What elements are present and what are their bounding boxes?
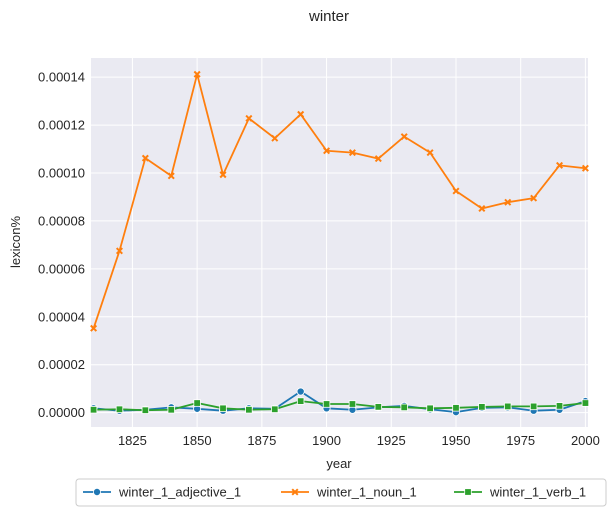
data-point: [271, 134, 279, 142]
legend-entry: winter_1_adjective_1: [83, 485, 241, 500]
data-point: [193, 70, 201, 78]
y-axis-ticks: 0.00000 0.00002 0.00004 0.00006 0.00008 0.000…: [38, 70, 85, 420]
data-point: [581, 164, 589, 172]
data-point: [93, 487, 102, 496]
data-point: [452, 187, 460, 195]
data-point: [245, 406, 253, 414]
data-point: [529, 402, 538, 411]
x-tick-label: 1825: [118, 433, 147, 448]
x-tick-label: 1900: [312, 433, 341, 448]
series-winter_1_verb_1: [89, 397, 590, 414]
data-point: [296, 397, 305, 405]
data-point: [115, 405, 124, 413]
y-tick-label: 0.00000: [38, 405, 85, 420]
series-layer: [89, 70, 590, 417]
x-tick-label: 1875: [247, 433, 276, 448]
y-tick-label: 0.00004: [38, 309, 85, 324]
data-point: [141, 154, 149, 162]
data-point: [297, 110, 305, 118]
data-point: [322, 400, 331, 408]
x-axis-ticks: 1825 1850 1875 1900 1925 1950 1975 2000: [118, 433, 600, 448]
legend-label: winter_1_verb_1: [489, 485, 586, 500]
legend-entry: winter_1_noun_1: [281, 485, 417, 500]
data-point: [581, 399, 590, 407]
data-point: [555, 402, 564, 410]
y-tick-label: 0.00002: [38, 357, 85, 372]
data-point: [504, 198, 512, 206]
data-point: [400, 403, 408, 412]
legend: winter_1_adjective_1 winter_1_noun_1 winte…: [75, 478, 607, 507]
data-point: [291, 488, 299, 496]
x-tick-label: 2000: [571, 433, 600, 448]
data-point: [115, 247, 123, 255]
y-tick-label: 0.00012: [38, 118, 85, 133]
data-point: [89, 406, 98, 414]
data-point: [426, 149, 434, 157]
data-point: [530, 194, 538, 202]
y-tick-label: 0.00006: [38, 261, 85, 276]
y-tick-label: 0.00008: [38, 213, 85, 228]
data-point: [271, 405, 279, 413]
legend-entry: winter_1_verb_1: [454, 485, 586, 500]
data-point: [478, 403, 486, 411]
legend-box: [75, 478, 607, 507]
data-point: [556, 161, 564, 169]
data-point: [167, 406, 175, 414]
data-point: [374, 403, 383, 411]
data-point: [141, 406, 150, 414]
data-point: [323, 147, 331, 155]
data-point: [400, 133, 408, 141]
data-point: [90, 324, 98, 332]
data-point: [219, 171, 227, 179]
data-point: [167, 172, 175, 180]
data-point: [426, 404, 434, 413]
legend-label: winter_1_noun_1: [316, 485, 417, 500]
x-tick-label: 1950: [442, 433, 471, 448]
series-line: [92, 73, 586, 329]
chart-title: winter: [308, 8, 349, 25]
data-point: [296, 387, 305, 396]
legend-label: winter_1_adjective_1: [118, 485, 241, 500]
x-tick-label: 1975: [506, 433, 535, 448]
data-point: [193, 399, 201, 407]
data-point: [452, 404, 460, 412]
x-tick-label: 1925: [377, 433, 406, 448]
x-tick-label: 1850: [183, 433, 212, 448]
y-axis-label: lexicon%: [8, 216, 23, 268]
gridlines: [91, 58, 588, 427]
data-point: [348, 149, 356, 157]
x-axis-label: year: [326, 456, 352, 471]
data-point: [374, 155, 382, 163]
data-point: [478, 204, 486, 212]
series-winter_1_noun_1: [90, 70, 589, 332]
series-line: [93, 400, 586, 412]
y-tick-label: 0.00010: [38, 166, 85, 181]
y-tick-label: 0.00014: [38, 70, 85, 85]
plot-background: [91, 58, 588, 427]
data-point: [348, 400, 357, 408]
data-point: [504, 402, 512, 411]
data-point: [245, 114, 253, 122]
data-point: [464, 488, 472, 496]
series-line: [93, 390, 586, 414]
data-point: [219, 404, 227, 413]
